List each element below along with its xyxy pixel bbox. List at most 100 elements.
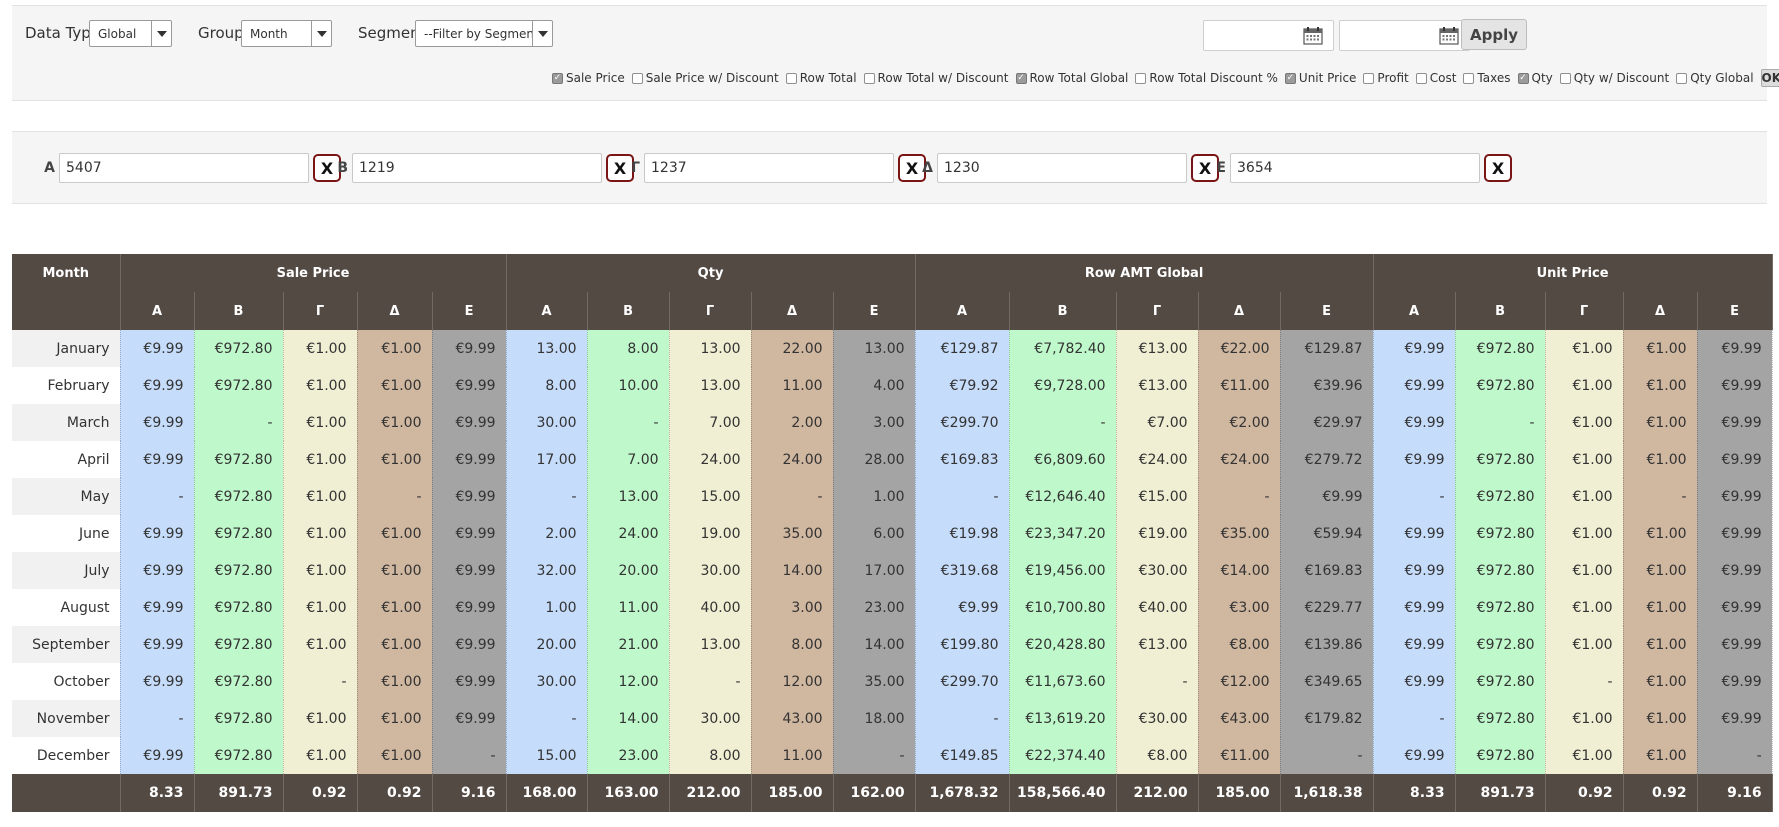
group-select[interactable]: Month: [241, 20, 332, 47]
total-cell: 158,566.40: [1009, 774, 1117, 812]
column-toggle[interactable]: ✓ Sale Price: [552, 71, 625, 85]
ok-button[interactable]: OK: [1760, 69, 1779, 87]
calendar-icon[interactable]: [1303, 27, 1323, 45]
column-toggle[interactable]: Qty w/ Discount: [1559, 71, 1669, 85]
value-cell: €972.80: [194, 552, 284, 589]
clear-segment-button[interactable]: X: [1484, 154, 1512, 182]
segment-column-header: Γ: [1116, 292, 1199, 330]
clear-segment-button[interactable]: X: [606, 154, 634, 182]
checkbox-icon[interactable]: [1559, 72, 1571, 84]
date-from-input[interactable]: [1203, 20, 1334, 51]
checkbox-checked-icon[interactable]: ✓: [1284, 72, 1296, 84]
value-cell: €9.99: [1697, 663, 1773, 700]
column-toggle[interactable]: Profit: [1363, 71, 1409, 85]
value-cell: €11.00: [1198, 367, 1281, 404]
value-cell: €972.80: [194, 626, 284, 663]
column-toggle[interactable]: Cost: [1415, 71, 1456, 85]
value-cell: €13.00: [1116, 330, 1199, 367]
metric-group-header: Row AMT Global: [915, 254, 1374, 292]
column-toggle[interactable]: ✓ Qty: [1517, 71, 1553, 85]
column-toggle-label: Row Total w/ Discount: [877, 71, 1009, 85]
column-toggle[interactable]: ✓ Unit Price: [1284, 71, 1356, 85]
value-cell: €972.80: [1455, 663, 1546, 700]
value-cell: €199.80: [915, 626, 1010, 663]
value-cell: €29.97: [1280, 404, 1374, 441]
value-cell: €279.72: [1280, 441, 1374, 478]
apply-button[interactable]: Apply: [1461, 19, 1527, 50]
segment-filter-input[interactable]: 1230: [937, 153, 1187, 183]
checkbox-icon[interactable]: [631, 72, 643, 84]
data-type-select[interactable]: Global: [89, 20, 172, 47]
column-toggle[interactable]: Qty Global: [1676, 71, 1754, 85]
value-cell: €20,428.80: [1009, 626, 1117, 663]
checkbox-checked-icon[interactable]: ✓: [1015, 72, 1027, 84]
column-toggle[interactable]: ✓ Row Total Global: [1015, 71, 1128, 85]
checkbox-checked-icon[interactable]: ✓: [1517, 72, 1529, 84]
clear-segment-button[interactable]: X: [1191, 154, 1219, 182]
segment-filter-input[interactable]: 1237: [644, 153, 894, 183]
segment-column-header: Α: [506, 292, 588, 330]
value-cell: €30.00: [1116, 552, 1199, 589]
value-cell: 1.00: [833, 478, 916, 515]
value-cell: -: [1697, 737, 1773, 774]
segment-label: Segment:: [358, 24, 431, 42]
column-toggle[interactable]: Row Total: [785, 71, 857, 85]
segment-value: --Filter by Segment--: [424, 26, 532, 41]
column-toggle[interactable]: Sale Price w/ Discount: [631, 71, 779, 85]
value-cell: €1.00: [1623, 515, 1698, 552]
segment-select[interactable]: --Filter by Segment--: [415, 20, 553, 47]
checkbox-icon[interactable]: [1135, 72, 1147, 84]
value-cell: €1.00: [357, 404, 433, 441]
value-cell: €9.99: [1697, 404, 1773, 441]
checkbox-icon[interactable]: [1463, 72, 1475, 84]
checkbox-icon[interactable]: [863, 72, 875, 84]
value-cell: 2.00: [751, 404, 834, 441]
value-cell: €9.99: [120, 367, 195, 404]
value-cell: €2.00: [1198, 404, 1281, 441]
value-cell: €14.00: [1198, 552, 1281, 589]
segment-column-header: Α: [1373, 292, 1456, 330]
value-cell: €15.00: [1116, 478, 1199, 515]
segment-filter-bar: Α 5407 X Β 1219 X Γ 1237 X Δ 1230 X Ε 3654 X: [12, 131, 1767, 204]
table-row: November - €972.80 €1.00 €1.00 €9.99-14.00 30.…: [12, 700, 1773, 737]
value-cell: €1.00: [283, 700, 358, 737]
value-cell: 14.00: [833, 626, 916, 663]
checkbox-icon[interactable]: [1676, 72, 1688, 84]
calendar-icon[interactable]: [1439, 27, 1459, 45]
total-cell: 1,678.32: [915, 774, 1010, 812]
segment-filter-input[interactable]: 1219: [352, 153, 602, 183]
value-cell: €9.99: [432, 367, 507, 404]
checkbox-icon[interactable]: [1415, 72, 1427, 84]
value-cell: 7.00: [587, 441, 670, 478]
value-cell: €11,673.60: [1009, 663, 1117, 700]
value-cell: -: [1373, 478, 1456, 515]
total-cell: 163.00: [587, 774, 670, 812]
value-cell: -: [587, 404, 670, 441]
column-toggle[interactable]: Taxes: [1463, 71, 1511, 85]
value-cell: 32.00: [506, 552, 588, 589]
value-cell: €59.94: [1280, 515, 1374, 552]
value-cell: 30.00: [669, 552, 752, 589]
value-cell: 8.00: [506, 367, 588, 404]
value-cell: €9,728.00: [1009, 367, 1117, 404]
value-cell: -: [669, 663, 752, 700]
month-cell: June: [12, 515, 121, 552]
segment-filter-input[interactable]: 3654: [1230, 153, 1480, 183]
checkbox-icon[interactable]: [785, 72, 797, 84]
value-cell: €22,374.40: [1009, 737, 1117, 774]
checkbox-checked-icon[interactable]: ✓: [552, 72, 563, 84]
value-cell: -: [357, 478, 433, 515]
checkbox-icon[interactable]: [1363, 72, 1375, 84]
value-cell: €972.80: [1455, 367, 1546, 404]
column-toggle-label: Row Total: [799, 71, 857, 85]
value-cell: €1.00: [283, 441, 358, 478]
value-cell: 23.00: [587, 737, 670, 774]
clear-segment-button[interactable]: X: [898, 154, 926, 182]
value-cell: €23,347.20: [1009, 515, 1117, 552]
column-toggle[interactable]: Row Total w/ Discount: [863, 71, 1009, 85]
date-to-input[interactable]: [1339, 20, 1470, 51]
column-toggle[interactable]: Row Total Discount %: [1135, 71, 1278, 85]
value-cell: €7.00: [1116, 404, 1199, 441]
segment-filter-input[interactable]: 5407: [59, 153, 309, 183]
clear-segment-button[interactable]: X: [313, 154, 341, 182]
